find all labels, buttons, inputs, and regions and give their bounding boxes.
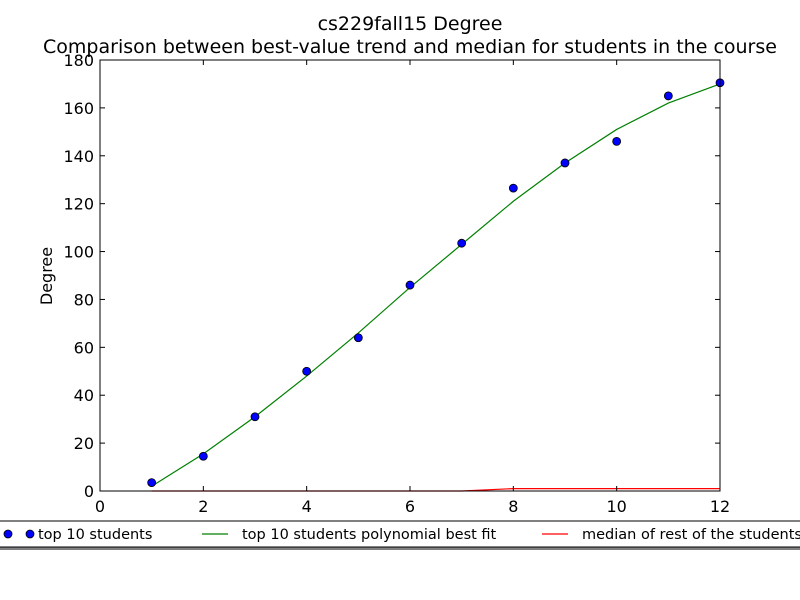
data-point	[250, 412, 260, 422]
series-line-2	[151, 83, 721, 487]
y-tick-label: 40	[74, 386, 94, 405]
chart-subtitle: Comparison between best-value trend and …	[43, 36, 777, 58]
data-point	[353, 333, 363, 343]
data-point	[302, 366, 312, 376]
x-tick-label: 8	[508, 497, 518, 516]
y-tick-label: 140	[63, 147, 94, 166]
x-tick-label: 10	[606, 497, 626, 516]
legend-label: top 10 students polynomial best fit	[242, 527, 497, 543]
data-point	[457, 238, 467, 248]
y-tick-label: 0	[84, 482, 94, 501]
legend-label: top 10 students	[38, 527, 152, 543]
legend-marker	[25, 529, 35, 539]
x-tick-label: 6	[405, 497, 415, 516]
y-axis-label: Degree	[37, 247, 56, 305]
y-tick-label: 120	[63, 195, 94, 214]
y-tick-label: 80	[74, 290, 94, 309]
y-tick-label: 160	[63, 99, 94, 118]
data-point	[612, 137, 622, 146]
data-point	[663, 91, 673, 101]
y-tick-label: 60	[74, 338, 94, 357]
x-tick-label: 12	[710, 497, 730, 516]
chart-title: cs229fall15 Degree	[318, 13, 503, 35]
data-point	[560, 158, 570, 168]
legend-box	[0, 520, 800, 548]
x-tick-label: 0	[95, 497, 105, 516]
y-tick-label: 180	[63, 51, 94, 70]
x-tick-label: 2	[198, 497, 208, 516]
y-tick-label: 100	[63, 243, 94, 262]
y-tick-label: 20	[74, 434, 94, 453]
legend-label: median of rest of the students	[582, 527, 800, 543]
x-tick-label: 4	[302, 497, 312, 516]
data-point	[508, 183, 518, 193]
legend: top 10 students top 10 students polynomia…	[0, 520, 800, 550]
data-point	[147, 478, 157, 488]
data-point	[405, 280, 415, 290]
legend-marker	[3, 529, 13, 539]
data-point	[198, 451, 208, 461]
plot-area	[147, 78, 725, 492]
